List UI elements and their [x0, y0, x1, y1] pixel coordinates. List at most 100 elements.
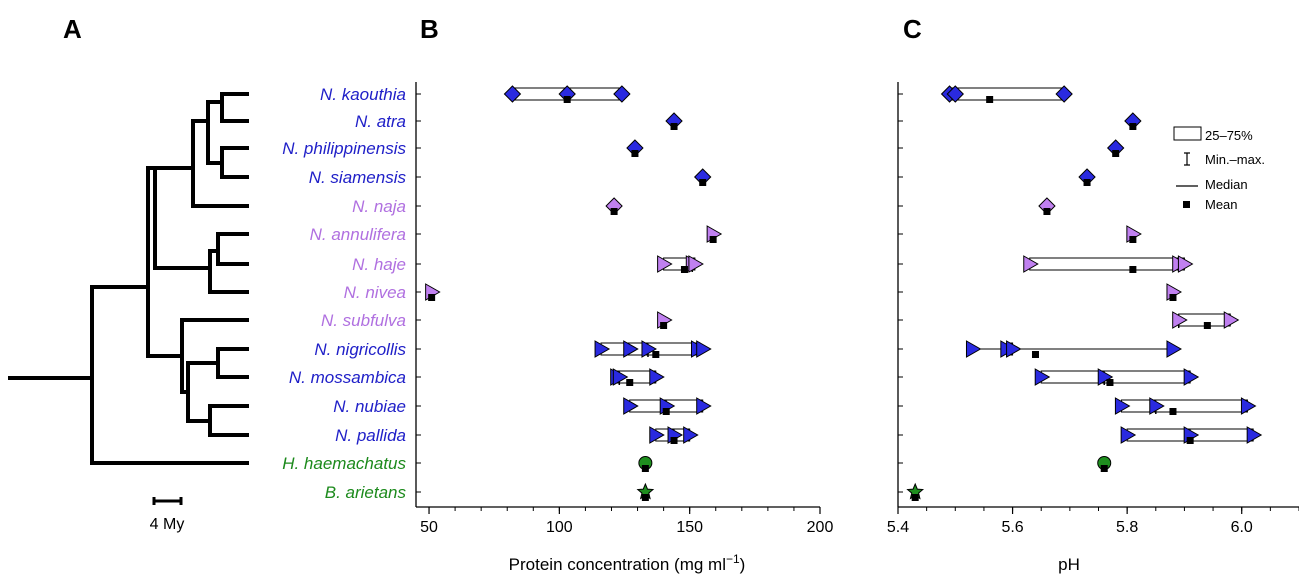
mean-marker: [641, 465, 649, 472]
diamond-marker: [1055, 85, 1073, 103]
legend-median-label: Median: [1205, 177, 1248, 192]
legend-mean-label: Mean: [1205, 197, 1238, 212]
triangle-marker: [641, 340, 657, 358]
mean-marker: [1083, 179, 1091, 186]
species-row: [1097, 456, 1112, 472]
mean-marker: [911, 494, 919, 501]
species-row: [940, 85, 1073, 103]
triangle-marker: [623, 397, 639, 415]
triangle-marker: [1223, 311, 1240, 329]
diamond-marker: [946, 85, 964, 103]
species-row: [1106, 139, 1125, 157]
x-tick-label: 5.6: [1001, 519, 1023, 536]
plot-c: [906, 85, 1263, 501]
species-row: [610, 368, 665, 386]
species-label: N. kaouthia: [320, 85, 406, 104]
triangle-marker: [594, 340, 611, 358]
species-row: [638, 456, 653, 472]
mean-marker: [1129, 236, 1137, 243]
species-row: [706, 225, 723, 243]
mean-marker: [1169, 294, 1177, 301]
mean-marker: [610, 208, 618, 215]
legend: 25–75% Min.–max. Median Mean: [1173, 126, 1265, 212]
species-row: [1078, 168, 1096, 186]
species-row: [623, 397, 712, 415]
triangle-marker: [649, 368, 665, 386]
x-tick-label: 200: [807, 519, 834, 536]
species-row: [1114, 397, 1257, 415]
x-axis-label-b: Protein concentration (mg ml−1): [509, 552, 746, 574]
triangle-marker: [623, 340, 639, 358]
species-label: N. nivea: [344, 283, 406, 302]
species-row: [1120, 426, 1263, 444]
species-row: [1172, 311, 1240, 329]
x-tick-label: 150: [676, 519, 703, 536]
species-label: N. subfulva: [321, 311, 406, 330]
triangle-marker: [1246, 426, 1263, 444]
triangle-marker: [1149, 397, 1165, 415]
triangle-marker: [1114, 397, 1131, 415]
panel-letter-a: A: [63, 14, 82, 44]
species-row: [1038, 197, 1056, 215]
iqr-box: [1040, 370, 1191, 384]
species-row: [694, 168, 712, 186]
species-row: [503, 85, 631, 103]
mean-marker: [631, 150, 639, 157]
mean-marker: [1186, 437, 1194, 444]
mean-marker: [1129, 123, 1137, 130]
iqr-box: [1120, 399, 1248, 413]
mean-marker: [652, 351, 660, 358]
species-label: H. haemachatus: [282, 454, 406, 473]
phylogenetic-tree: [8, 92, 249, 465]
species-label: B. arietans: [325, 483, 407, 502]
mean-marker: [986, 96, 994, 103]
legend-whisker-swatch: [1184, 152, 1190, 166]
mean-marker: [428, 294, 436, 301]
species-label: N. naja: [352, 197, 406, 216]
x-tick-label: 100: [546, 519, 573, 536]
mean-marker: [1203, 322, 1211, 329]
x-tick-label: 5.4: [887, 519, 909, 536]
species-row: [665, 112, 683, 130]
species-label: N. nigricollis: [314, 340, 406, 359]
axis-b: 50 100 150 200: [415, 82, 834, 536]
triangle-marker: [1034, 368, 1051, 386]
species-label: N. siamensis: [309, 168, 407, 187]
x-axis-label-c: pH: [1058, 555, 1080, 574]
triangle-marker: [1023, 255, 1039, 273]
triangle-marker: [1183, 368, 1200, 386]
panel-letter-b: B: [420, 14, 439, 44]
species-row: [657, 311, 673, 329]
x-tick-label: 5.8: [1116, 519, 1138, 536]
panel-letter-c: C: [903, 14, 922, 44]
species-row: [649, 426, 699, 444]
species-row: [594, 340, 712, 358]
mean-marker: [680, 266, 688, 273]
triangle-marker: [965, 340, 982, 358]
diamond-marker: [503, 85, 522, 103]
mean-marker: [670, 123, 678, 130]
species-row: [636, 482, 655, 501]
species-label: N. nubiae: [333, 397, 406, 416]
triangle-marker: [1166, 340, 1182, 358]
triangle-marker: [683, 426, 699, 444]
mean-marker: [1106, 379, 1114, 386]
triangle-marker: [1006, 340, 1022, 358]
triangle-marker: [1120, 426, 1137, 444]
axis-c: 5.4 5.6 5.8 6.0: [887, 82, 1299, 536]
legend-whisker-label: Min.–max.: [1205, 152, 1265, 167]
species-row: [965, 340, 1182, 358]
legend-box-swatch: [1173, 126, 1202, 141]
x-tick-label: 6.0: [1231, 519, 1253, 536]
mean-marker: [662, 408, 670, 415]
species-row: [425, 283, 441, 301]
species-labels: N. kaouthia N. atra N. philippinensis N. si…: [282, 85, 406, 502]
species-row: [1124, 112, 1142, 130]
triangle-marker: [696, 340, 712, 358]
mean-marker: [1112, 150, 1120, 157]
triangle-marker: [1172, 311, 1188, 329]
diamond-marker: [613, 85, 631, 103]
triangle-marker: [1177, 255, 1194, 273]
triangle-marker: [649, 426, 665, 444]
